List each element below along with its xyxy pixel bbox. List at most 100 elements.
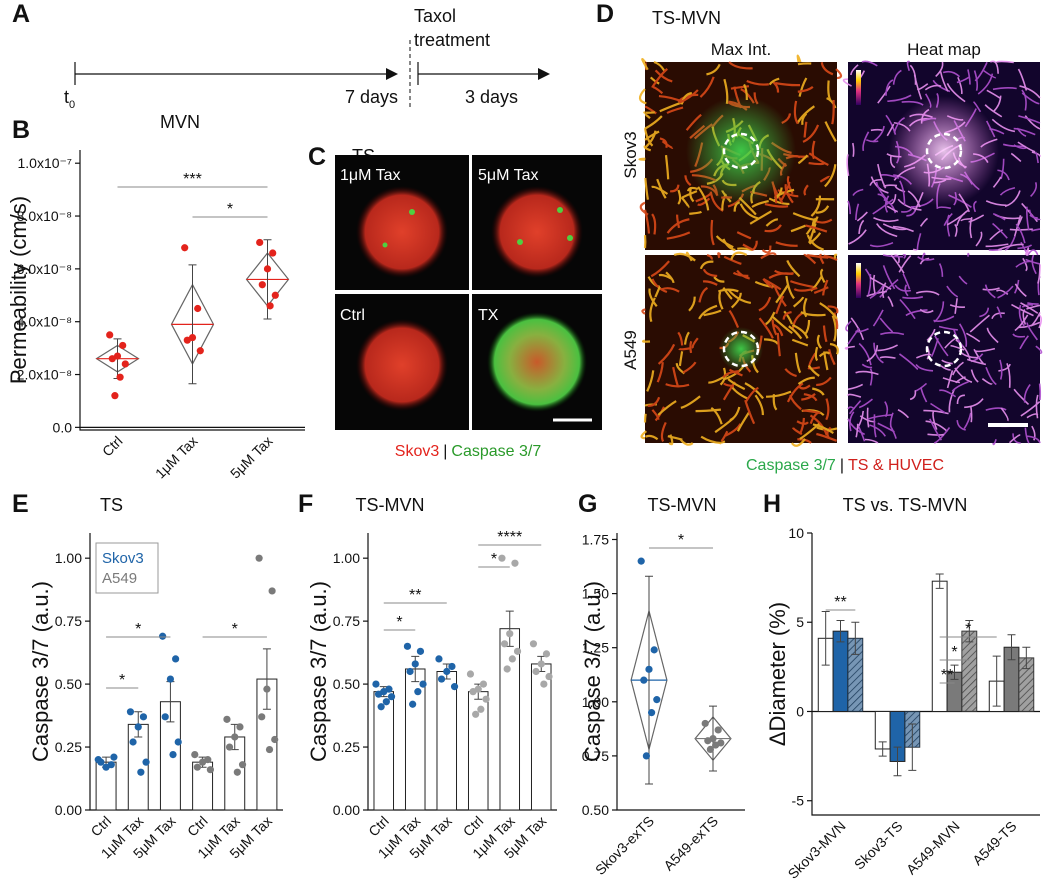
- data-point: [142, 758, 150, 766]
- vessel: [939, 389, 957, 398]
- vessel: [1015, 223, 1026, 244]
- vessel: [958, 275, 968, 285]
- vessel: [835, 68, 843, 80]
- tile-label: Ctrl: [340, 307, 365, 324]
- vessel: [736, 269, 750, 280]
- x-tick-label: Ctrl: [184, 813, 211, 840]
- error-bar: [262, 648, 271, 710]
- y-tick-label: 0.00: [333, 802, 360, 818]
- vessel: [906, 60, 911, 71]
- panel-label: H: [763, 490, 781, 518]
- sig-label: *: [135, 621, 141, 638]
- vessel: [651, 68, 668, 88]
- vessel: [665, 271, 675, 283]
- vessel: [699, 76, 715, 98]
- vessel: [831, 99, 835, 125]
- chart-title: TS vs. TS-MVN: [843, 495, 968, 515]
- vessel: [827, 80, 832, 102]
- tile-label: 1μM Tax: [340, 167, 401, 184]
- vessel: [985, 407, 1007, 411]
- vessel: [992, 176, 1002, 188]
- vessel: [852, 188, 864, 196]
- vessel: [950, 344, 965, 351]
- vessel: [641, 308, 646, 315]
- vessel: [657, 400, 677, 416]
- vessel: [946, 285, 959, 298]
- data-point: [529, 640, 538, 648]
- vessel: [984, 104, 1003, 118]
- y-tick-label: 5: [796, 614, 804, 630]
- y-tick-label: 1.75: [582, 531, 609, 547]
- vessel: [1024, 247, 1030, 257]
- vessel: [680, 92, 693, 105]
- vessel: [879, 317, 894, 333]
- vessel: [765, 311, 776, 326]
- vessel: [948, 388, 956, 413]
- vessel: [865, 139, 879, 143]
- data-point: [172, 655, 180, 663]
- vessel: [736, 231, 752, 240]
- vessel: [1002, 143, 1026, 148]
- vessel: [808, 152, 829, 166]
- data-point: [119, 341, 127, 350]
- vessel: [819, 253, 825, 265]
- data-point: [225, 743, 234, 751]
- tumor-outline: [925, 330, 963, 368]
- data-point: [387, 693, 396, 701]
- vessel: [798, 77, 808, 97]
- vessel: [1026, 435, 1041, 444]
- vessel: [816, 376, 832, 387]
- vessel: [985, 200, 1007, 207]
- vessel: [848, 229, 867, 245]
- vessel: [915, 363, 934, 372]
- vessel: [650, 260, 670, 278]
- chart: TS vs. TS-MVN ΔDiameter (%) -5 0 5 10 Skov3-MV…: [765, 495, 1040, 882]
- vessel: [775, 241, 798, 247]
- vessel: [855, 203, 860, 220]
- vessel: [816, 432, 838, 442]
- vessel: [927, 433, 945, 436]
- vessel: [706, 253, 713, 261]
- vessel: [1023, 383, 1031, 403]
- vessel: [685, 251, 693, 262]
- vessel: [823, 254, 838, 261]
- vessel: [1008, 434, 1021, 444]
- vessel: [654, 286, 661, 298]
- vessel: [1013, 127, 1036, 136]
- vessel: [678, 89, 699, 104]
- vessel: [1026, 304, 1041, 310]
- vessel: [643, 209, 651, 234]
- vessel: [939, 71, 949, 92]
- data-point: [537, 660, 545, 668]
- data-point: [258, 281, 266, 289]
- data-point: [194, 304, 202, 313]
- vessel: [970, 405, 973, 423]
- vessel: [842, 78, 852, 87]
- axis: [367, 533, 557, 811]
- bar-tint: [1018, 657, 1034, 712]
- vessel: [802, 124, 820, 143]
- vessel: [730, 251, 748, 261]
- vessel: [725, 423, 742, 437]
- x-tick-label: Ctrl: [460, 813, 487, 840]
- data-point: [159, 632, 167, 640]
- vessel: [806, 253, 829, 259]
- vessel: [729, 406, 741, 422]
- axis: [79, 150, 305, 431]
- vessel: [1024, 115, 1041, 130]
- vessel: [697, 186, 710, 211]
- data-point: [231, 733, 239, 741]
- vessel: [727, 378, 746, 391]
- data-point: [498, 554, 506, 562]
- vessel: [771, 319, 778, 336]
- start-label-sub: 0: [69, 99, 75, 111]
- y-tick-label: 2.0x10⁻⁸: [17, 367, 72, 383]
- vessel: [999, 186, 1016, 196]
- vessel: [683, 331, 690, 345]
- data-point: [472, 710, 480, 718]
- y-tick-label: 0.25: [333, 739, 360, 755]
- vessel: [1027, 302, 1039, 305]
- data-point: [271, 291, 279, 299]
- vessel: [920, 387, 928, 403]
- vessel: [815, 205, 830, 214]
